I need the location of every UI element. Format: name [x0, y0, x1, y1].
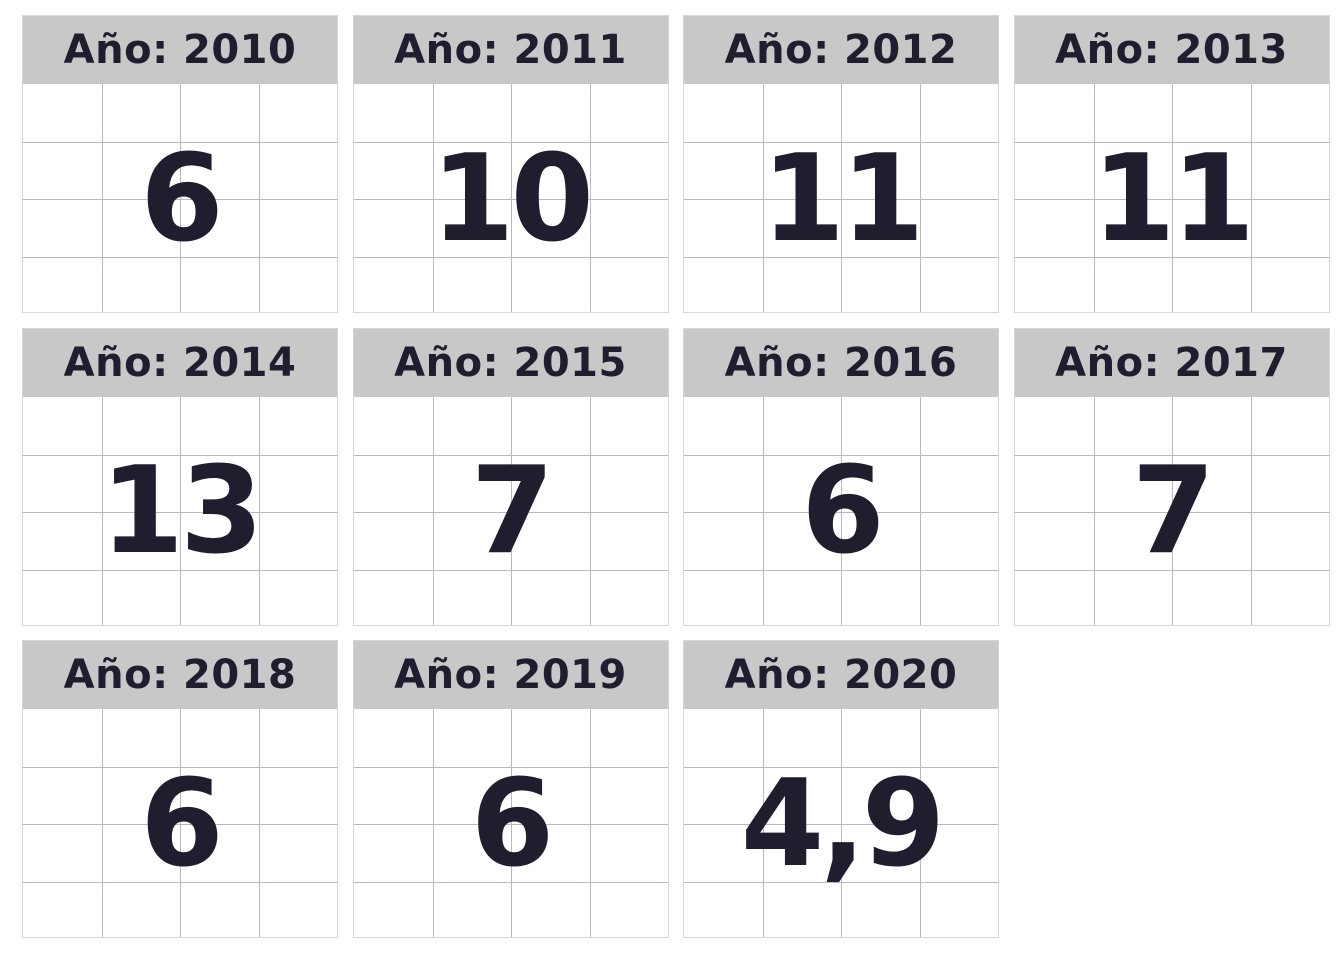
year-header: Año: 2012 — [684, 16, 998, 84]
year-header: Año: 2010 — [23, 16, 337, 84]
year-label: 2015 — [513, 339, 627, 386]
value-label: 4,9 — [740, 754, 946, 894]
year-prefix: Año: — [724, 27, 844, 73]
value-label: 6 — [140, 754, 224, 894]
panel-grid — [353, 84, 668, 312]
year-label: 2017 — [1174, 339, 1288, 386]
panel-grid — [684, 709, 998, 937]
year-panel: Año: 2016 6 — [683, 327, 999, 626]
value-label: 6 — [801, 442, 885, 581]
year-prefix: Año: — [1055, 339, 1175, 386]
year-panel: Año: 2019 6 — [352, 640, 669, 938]
year-label: 2011 — [513, 27, 627, 73]
panel-grid — [353, 709, 668, 937]
year-prefix: Año: — [63, 339, 183, 386]
year-prefix: Año: — [724, 339, 844, 386]
year-prefix: Año: — [1055, 27, 1175, 73]
year-panel: Año: 2013 11 — [1013, 15, 1330, 313]
panel-grid — [23, 396, 337, 625]
year-prefix: Año: — [394, 339, 514, 386]
year-prefix: Año: — [63, 652, 183, 698]
panel-grid — [684, 396, 998, 625]
panel-grid — [353, 396, 668, 625]
year-header: Año: 2020 — [684, 641, 998, 709]
year-panel: Año: 2015 7 — [352, 327, 669, 626]
panel-grid — [684, 84, 998, 312]
year-header: Año: 2016 — [684, 328, 998, 397]
year-header: Año: 2013 — [1014, 16, 1329, 84]
value-label: 10 — [431, 129, 594, 269]
year-label: 2010 — [183, 27, 297, 73]
year-label: 2020 — [844, 652, 958, 698]
year-label: 2014 — [183, 339, 297, 386]
year-prefix: Año: — [63, 27, 183, 73]
year-panel: Año: 2012 11 — [683, 15, 999, 313]
value-label: 11 — [761, 129, 925, 269]
year-prefix: Año: — [394, 27, 514, 73]
year-panel: Año: 2020 4,9 — [683, 640, 999, 938]
year-panel: Año: 2010 6 — [22, 15, 338, 313]
year-panel: Año: 2014 13 — [22, 327, 338, 626]
value-label: 11 — [1092, 129, 1255, 269]
panel-grid — [1014, 396, 1329, 625]
value-label: 7 — [470, 442, 555, 581]
year-header: Año: 2015 — [353, 328, 668, 397]
value-label: 13 — [100, 442, 264, 581]
year-label: 2019 — [513, 652, 627, 698]
year-panel: Año: 2017 7 — [1013, 327, 1330, 626]
year-label: 2012 — [844, 27, 958, 73]
year-header: Año: 2019 — [353, 641, 668, 709]
year-header: Año: 2011 — [353, 16, 668, 84]
year-header: Año: 2018 — [23, 641, 337, 709]
year-panel: Año: 2011 10 — [352, 15, 669, 313]
panel-grid — [23, 709, 337, 937]
value-label: 6 — [470, 754, 555, 894]
panel-grid — [1014, 84, 1329, 312]
year-header: Año: 2017 — [1014, 328, 1329, 397]
year-prefix: Año: — [394, 652, 514, 698]
year-label: 2018 — [183, 652, 297, 698]
value-label: 7 — [1131, 442, 1216, 581]
year-header: Año: 2014 — [23, 328, 337, 397]
panel-grid — [23, 84, 337, 312]
year-prefix: Año: — [724, 652, 844, 698]
year-label: 2016 — [844, 339, 958, 386]
year-panel: Año: 2018 6 — [22, 640, 338, 938]
year-label: 2013 — [1174, 27, 1288, 73]
value-label: 6 — [140, 129, 224, 269]
